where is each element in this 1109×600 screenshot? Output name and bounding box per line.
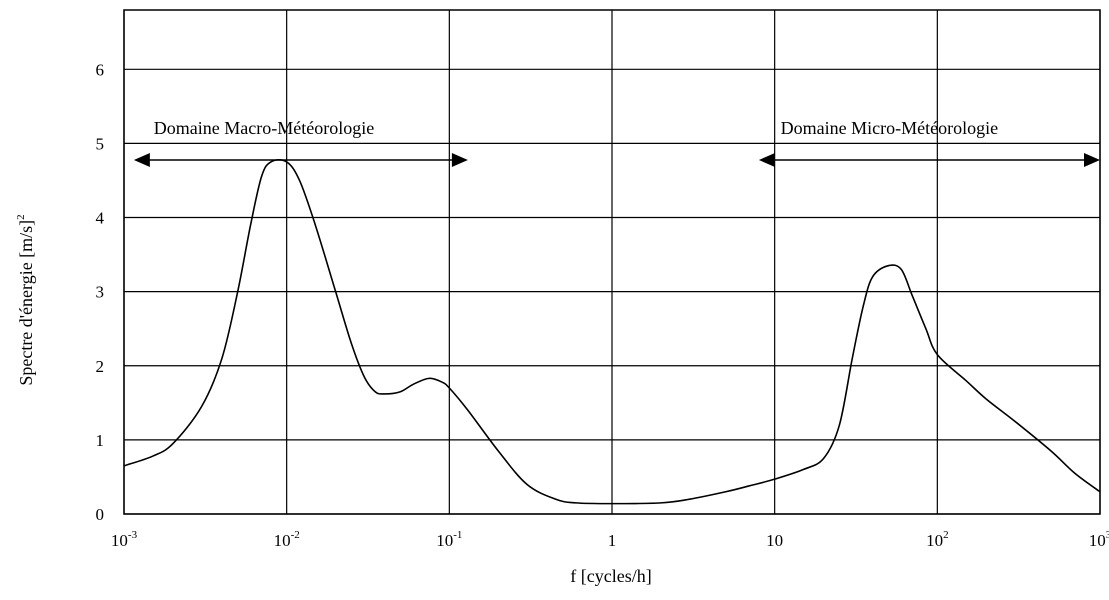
x-tick-label: 10-3	[111, 529, 138, 550]
y-tick-label: 0	[96, 505, 105, 524]
arrow-head-right	[1084, 153, 1100, 167]
x-tick-label: 103	[1089, 529, 1109, 550]
x-axis-ticks: 10-3 10-2 10-1 1 10 102 103	[111, 529, 1109, 550]
arrow-head-left	[758, 153, 775, 167]
plot-frame	[123, 9, 1101, 515]
x-axis-label: f [cycles/h]	[570, 566, 651, 586]
y-tick-label: 1	[96, 431, 105, 450]
y-axis-ticks: 0 1 2 3 4 5 6	[96, 60, 105, 524]
y-tick-label: 4	[96, 209, 105, 228]
x-tick-label: 102	[926, 529, 949, 550]
y-axis-label-base: Spectre d'énergie [m/s]	[16, 220, 36, 386]
grid	[123, 10, 1101, 515]
domain-annotation-label: Domaine Micro-Météorologie	[781, 118, 998, 138]
domain-annotation-label: Domaine Macro-Météorologie	[154, 118, 374, 138]
x-tick-label: 10-1	[436, 529, 462, 550]
y-axis-label: Spectre d'énergie [m/s]2	[15, 214, 36, 385]
arrow-head-left	[133, 153, 150, 167]
y-tick-label: 2	[96, 357, 105, 376]
x-tick-label: 1	[608, 531, 617, 550]
arrow-head-right	[451, 153, 468, 167]
x-tick-label: 10	[766, 531, 783, 550]
y-tick-label: 3	[96, 283, 105, 302]
spectrum-line	[123, 159, 1101, 505]
series-layer	[123, 159, 1101, 505]
annotations: Domaine Macro-Météorologie Domaine Micro-…	[133, 118, 1100, 167]
y-tick-label: 6	[96, 60, 105, 79]
y-tick-label: 5	[96, 134, 105, 153]
x-tick-label: 10-2	[274, 529, 300, 550]
y-axis-label-sup: 2	[15, 214, 27, 220]
